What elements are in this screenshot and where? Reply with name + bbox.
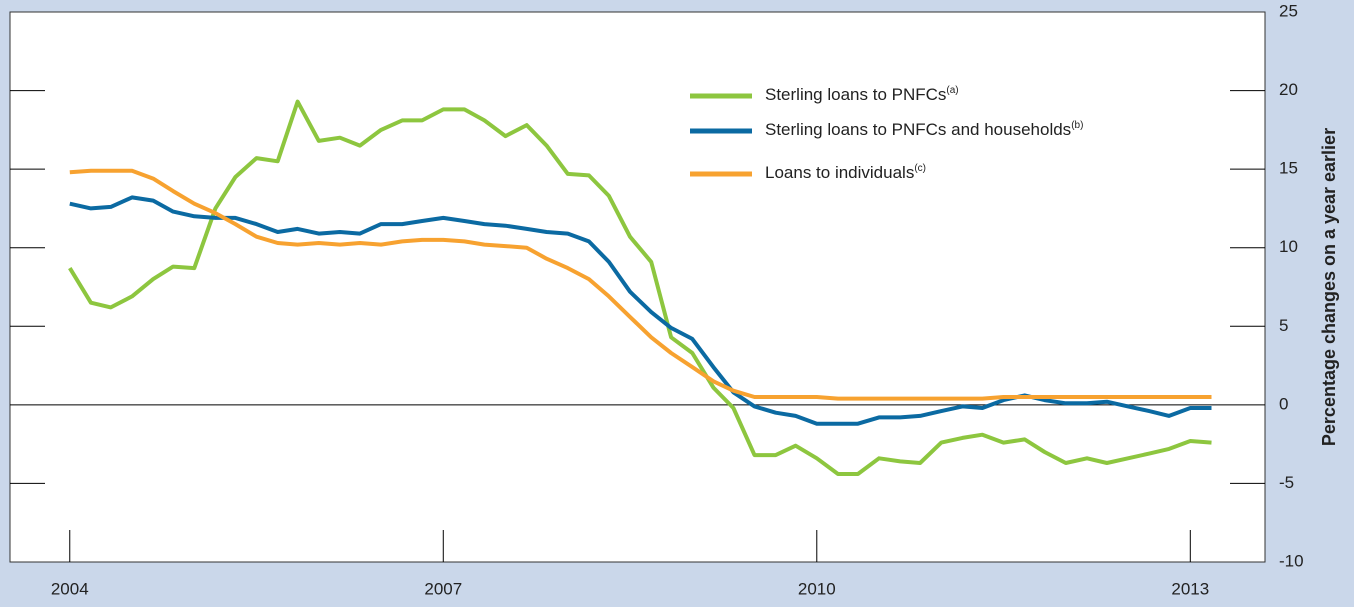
y-tick-label: 15	[1279, 159, 1298, 178]
y-tick-label: 0	[1279, 394, 1288, 413]
x-tick-label: 2007	[424, 579, 462, 598]
y-tick-label: -5	[1279, 473, 1294, 492]
legend-label: Sterling loans to PNFCs and households(b…	[765, 120, 1083, 140]
legend-note: (b)	[1071, 120, 1083, 131]
legend-name: Sterling loans to PNFCs and households	[765, 120, 1071, 139]
x-tick-label: 2010	[798, 579, 836, 598]
y-axis-label: Percentage changes on a year earlier	[1319, 128, 1339, 446]
legend-label: Sterling loans to PNFCs(a)	[765, 85, 959, 105]
series-line	[68, 99, 1212, 476]
y-tick-label: 25	[1279, 1, 1298, 20]
x-tick-label: 2004	[51, 579, 89, 598]
x-tick-label: 2013	[1171, 579, 1209, 598]
legend-label: Loans to individuals(c)	[765, 163, 926, 183]
y-tick-label: 10	[1279, 237, 1298, 256]
legend-note: (c)	[914, 163, 926, 174]
series-line	[69, 168, 1212, 401]
y-tick-label: 5	[1279, 316, 1288, 335]
legend-note: (a)	[946, 85, 958, 96]
legend-name: Loans to individuals	[765, 163, 914, 182]
y-tick-label: -10	[1279, 551, 1304, 570]
legend-name: Sterling loans to PNFCs	[765, 85, 946, 104]
plot-area	[9, 11, 1266, 563]
y-tick-label: 20	[1279, 80, 1298, 99]
